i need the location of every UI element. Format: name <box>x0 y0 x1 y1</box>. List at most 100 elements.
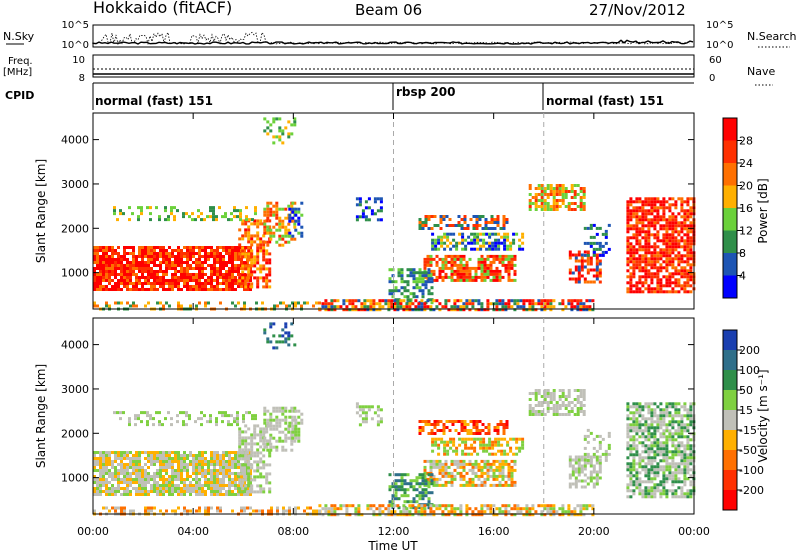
heatmap-cell <box>183 273 186 276</box>
heatmap-cell <box>141 484 144 487</box>
heatmap-cell <box>589 244 593 248</box>
heatmap-cell <box>117 273 120 276</box>
heatmap-cell <box>662 284 666 288</box>
heatmap-cell <box>653 492 657 496</box>
heatmap-cell <box>126 252 129 255</box>
heatmap-cell <box>216 252 219 255</box>
heatmap-cell <box>564 193 568 196</box>
heatmap-cell <box>213 481 216 484</box>
heatmap-cell <box>461 241 465 245</box>
heatmap-cell <box>418 494 422 498</box>
heatmap-cell <box>192 246 195 249</box>
heatmap-cell <box>668 402 672 406</box>
heatmap-cell <box>381 305 385 309</box>
heatmap-cell <box>400 268 404 272</box>
heatmap-cell <box>150 475 153 478</box>
heatmap-cell <box>379 200 383 204</box>
heatmap-cell <box>647 495 651 499</box>
heatmap-cell <box>540 413 544 416</box>
heatmap-cell <box>195 478 198 481</box>
heatmap-cell <box>249 475 252 478</box>
heatmap-cell <box>351 302 355 306</box>
heatmap-cell <box>195 288 198 291</box>
heatmap-cell <box>165 252 168 255</box>
heatmap-cell <box>573 398 577 401</box>
heatmap-cell <box>153 252 156 255</box>
heatmap-cell <box>168 304 171 308</box>
heatmap-cell <box>665 423 669 427</box>
heatmap-cell <box>641 215 645 219</box>
heatmap-cell <box>281 237 285 241</box>
heatmap-cell <box>261 301 264 305</box>
heatmap-cell <box>447 474 451 478</box>
heatmap-cell <box>201 273 204 276</box>
heatmap-cell <box>656 284 660 288</box>
heatmap-cell <box>111 490 114 493</box>
heatmap-cell <box>186 475 189 478</box>
heatmap-cell <box>629 468 633 472</box>
heatmap-cell <box>275 406 279 410</box>
heatmap-cell <box>457 432 461 435</box>
heatmap-cell <box>244 439 248 443</box>
heatmap-cell <box>123 279 126 282</box>
heatmap-cell <box>656 275 660 279</box>
heatmap-cell <box>683 462 687 466</box>
heatmap-cell <box>119 209 122 213</box>
heatmap-cell <box>114 267 117 270</box>
heatmap-cell <box>528 184 532 187</box>
heatmap-cell <box>677 444 681 448</box>
heatmap-cell <box>247 475 251 479</box>
heatmap-cell <box>546 392 550 395</box>
heatmap-cell <box>534 395 538 398</box>
heatmap-cell <box>488 437 492 441</box>
heatmap-cell <box>165 279 168 282</box>
heatmap-cell <box>147 460 150 463</box>
heatmap-cell <box>686 492 690 496</box>
heatmap-cell <box>195 490 198 493</box>
heatmap-cell <box>568 476 572 480</box>
heatmap-cell <box>450 308 454 312</box>
heatmap-cell <box>683 426 687 430</box>
heatmap-cell <box>582 187 586 190</box>
heatmap-cell <box>683 483 687 487</box>
heatmap-cell <box>689 480 693 484</box>
heatmap-cell <box>244 252 248 256</box>
heatmap-cell <box>463 423 467 426</box>
heatmap-cell <box>552 199 556 202</box>
heatmap-cell <box>144 493 147 496</box>
heatmap-cell <box>552 190 556 193</box>
heatmap-cell <box>444 480 448 484</box>
heatmap-cell <box>674 230 678 234</box>
heatmap-cell <box>403 289 407 293</box>
heatmap-cell <box>456 305 460 309</box>
heatmap-cell <box>598 241 602 245</box>
heatmap-cell <box>132 304 135 308</box>
heatmap-cell <box>437 247 441 251</box>
heatmap-cell <box>659 426 663 430</box>
heatmap-cell <box>465 471 469 475</box>
heatmap-cell <box>195 276 198 279</box>
heatmap-cell <box>421 221 425 224</box>
heatmap-cell <box>244 222 248 226</box>
heatmap-cell <box>680 471 684 475</box>
heatmap-cell <box>668 474 672 478</box>
heatmap-cell <box>284 433 288 437</box>
heatmap-cell <box>176 209 179 213</box>
heatmap-cell <box>438 462 442 466</box>
heatmap-cell <box>487 429 491 432</box>
heatmap-cell <box>153 487 156 490</box>
heatmap-cell <box>653 248 657 252</box>
heatmap-cell <box>391 494 395 498</box>
heatmap-cell <box>507 263 511 267</box>
heatmap-cell <box>288 219 292 223</box>
heatmap-cell <box>99 475 102 478</box>
heatmap-cell <box>225 490 228 493</box>
heatmap-cell <box>470 232 474 236</box>
heatmap-cell <box>641 429 645 433</box>
heatmap-cell <box>247 448 251 452</box>
heatmap-cell <box>668 420 672 424</box>
heatmap-cell <box>108 472 111 475</box>
heatmap-cell <box>102 466 105 469</box>
heatmap-cell <box>228 451 231 454</box>
heatmap-cell <box>662 483 666 487</box>
